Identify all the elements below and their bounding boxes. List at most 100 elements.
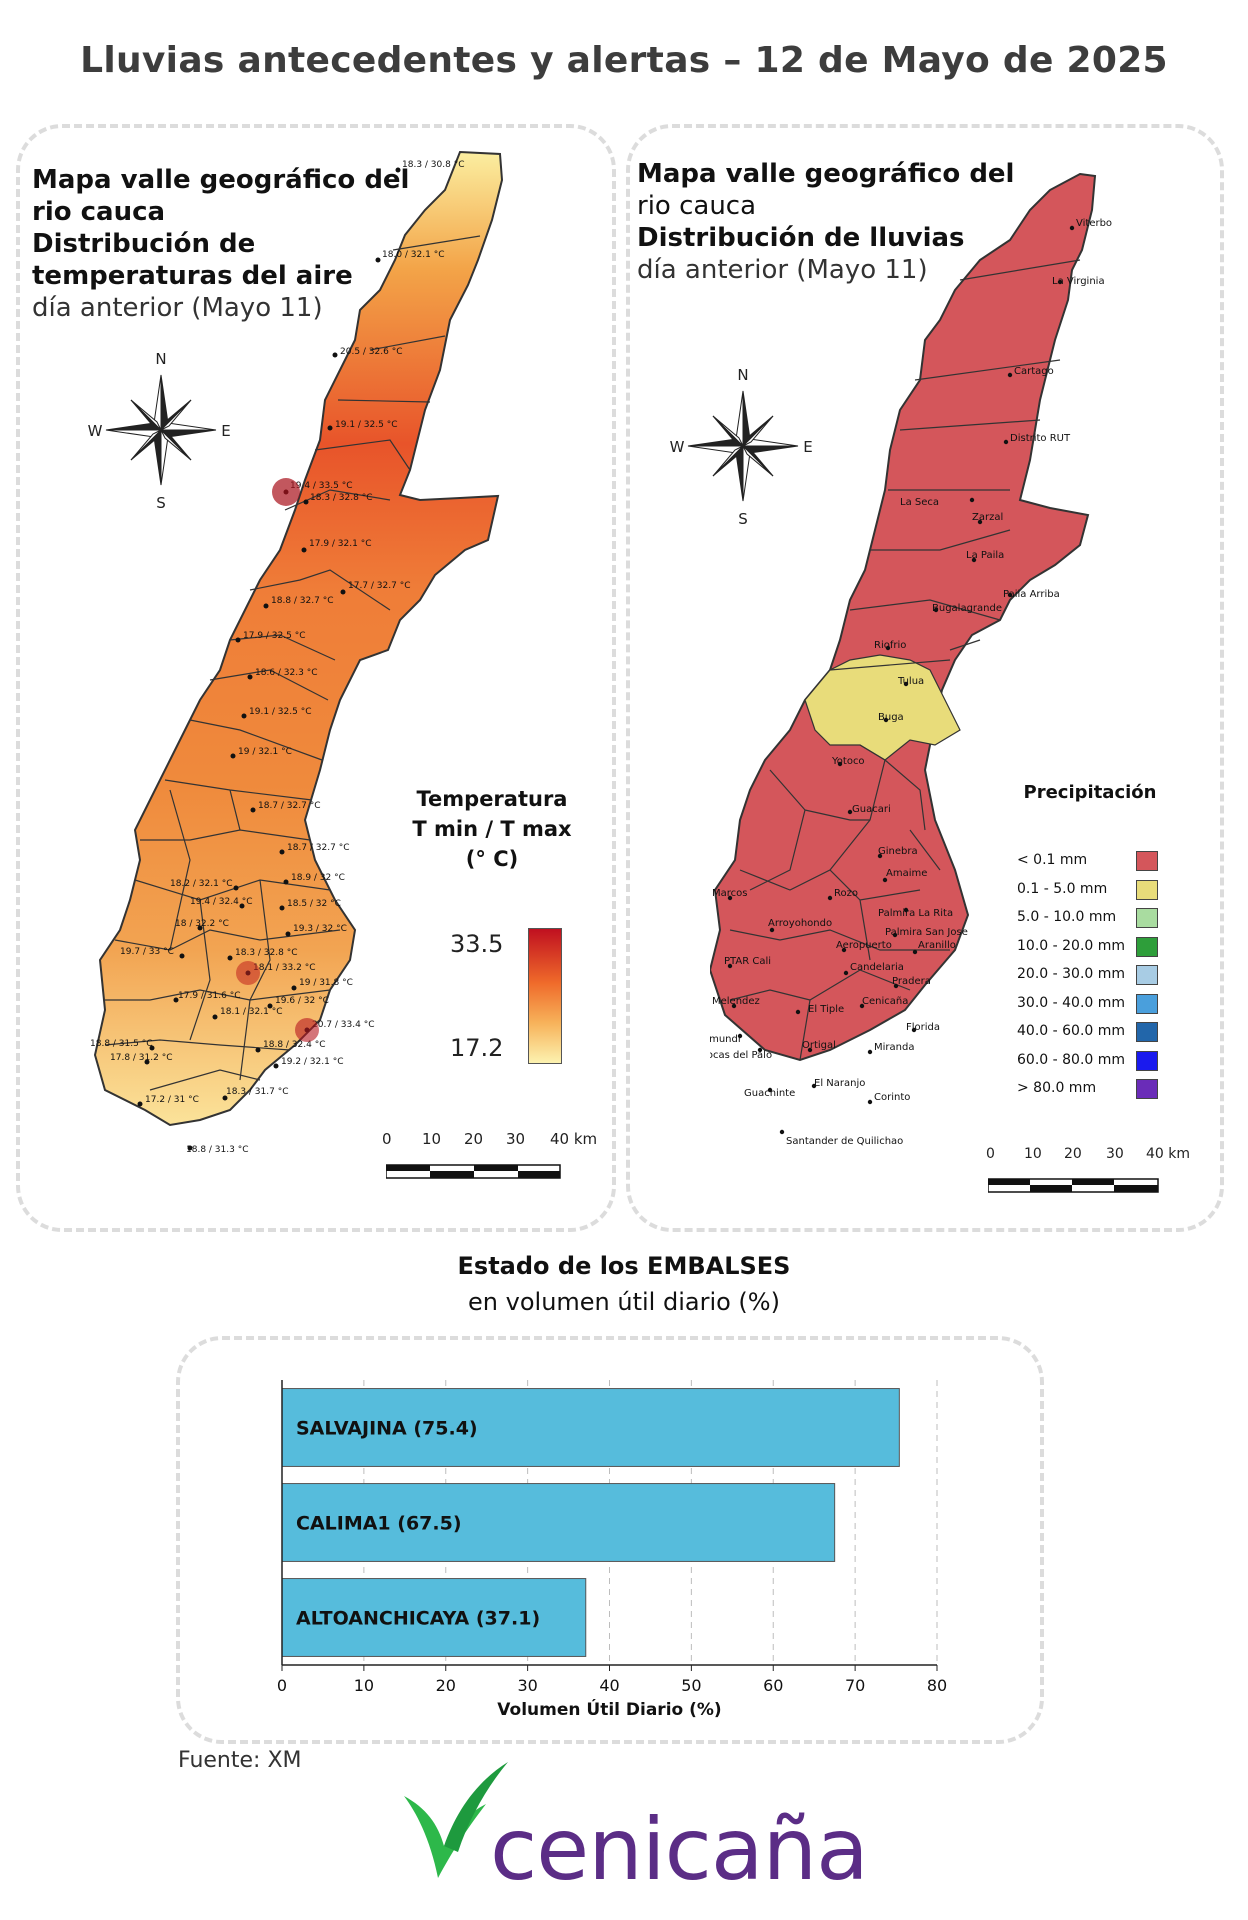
svg-text:Paila Arriba: Paila Arriba: [1003, 589, 1060, 600]
svg-text:17.7 / 32.7 °C: 17.7 / 32.7 °C: [348, 581, 410, 591]
rain-subtitle: día anterior (Mayo 11): [637, 255, 928, 285]
rain-title-line2: rio cauca: [637, 191, 757, 221]
svg-text:S: S: [738, 510, 748, 526]
svg-text:Cartago: Cartago: [1014, 366, 1054, 377]
svg-text:19.2 / 32.1 °C: 19.2 / 32.1 °C: [281, 1057, 343, 1067]
svg-text:Corinto: Corinto: [874, 1092, 910, 1103]
chart-tick-label: 80: [927, 1676, 947, 1695]
svg-text:18.8 / 32.7 °C: 18.8 / 32.7 °C: [271, 596, 333, 606]
svg-text:18.3 / 32.8 °C: 18.3 / 32.8 °C: [310, 493, 372, 503]
svg-text:18.8 / 31.5 °C: 18.8 / 31.5 °C: [90, 1039, 152, 1049]
svg-text:19.6 / 32 °C: 19.6 / 32 °C: [275, 996, 329, 1006]
chart-tick-label: 20: [436, 1676, 456, 1695]
precipitation-legend-swatch: [1136, 993, 1158, 1014]
svg-text:Jamundi: Jamundi: [710, 1034, 741, 1045]
svg-text:20.7 / 33.4 °C: 20.7 / 33.4 °C: [312, 1020, 374, 1030]
svg-text:19.1 / 32.5 °C: 19.1 / 32.5 °C: [335, 420, 397, 430]
svg-text:18.8 / 32.4 °C: 18.8 / 32.4 °C: [263, 1040, 325, 1050]
svg-text:Palmira La Rita: Palmira La Rita: [878, 908, 953, 919]
precipitation-legend-label: > 80.0 mm: [1017, 1080, 1097, 1096]
precipitation-legend-label: 0.1 - 5.0 mm: [1017, 880, 1108, 897]
svg-text:20.5 / 32.6 °C: 20.5 / 32.6 °C: [340, 347, 402, 357]
chart-bar-label: SALVAJINA (75.4): [296, 1418, 478, 1440]
chart-bar-calima1: [281, 1483, 836, 1562]
embalses-title: Estado de los EMBALSES en volumen útil d…: [0, 1248, 1248, 1320]
temperature-map-title: Mapa valle geográfico del rio cauca Dist…: [32, 164, 409, 324]
svg-text:17.2 / 31 °C: 17.2 / 31 °C: [145, 1095, 199, 1105]
page-title: Lluvias antecedentes y alertas – 12 de M…: [80, 40, 1168, 81]
cenicana-leaf-icon: [404, 1762, 508, 1878]
precipitation-legend-swatch: [1136, 965, 1158, 985]
svg-text:El Tiple: El Tiple: [808, 1004, 844, 1015]
compass-rose-icon-rain: N S E W: [670, 366, 813, 526]
svg-text:18.1 / 32.1 °C: 18.1 / 32.1 °C: [220, 1007, 282, 1017]
svg-text:17.9 / 32.1 °C: 17.9 / 32.1 °C: [309, 539, 371, 549]
svg-text:19.7 / 33 °C: 19.7 / 33 °C: [120, 947, 174, 957]
svg-text:San Marcos: San Marcos: [710, 888, 747, 899]
svg-text:18.3 / 32.8 °C: 18.3 / 32.8 °C: [235, 948, 297, 958]
svg-text:N: N: [737, 366, 748, 384]
precipitation-legend-label: 10.0 - 20.0 mm: [1017, 937, 1126, 954]
svg-text:19 / 31.8 °C: 19 / 31.8 °C: [299, 978, 353, 988]
compass-w: W: [88, 422, 103, 440]
temperature-legend-title: Temperatura T min / T max (° C): [412, 784, 572, 874]
chart-tick-label: 0: [277, 1676, 287, 1695]
svg-text:Santander de Quilichao: Santander de Quilichao: [786, 1136, 903, 1147]
chart-tick-label: 30: [517, 1676, 537, 1695]
embalses-panel: [176, 1336, 1044, 1744]
svg-text:Ortigal: Ortigal: [802, 1040, 836, 1051]
precipitation-legend-swatch: [1136, 1079, 1158, 1099]
svg-text:18.7 / 32.7 °C: 18.7 / 32.7 °C: [287, 843, 349, 853]
svg-text:Ginebra: Ginebra: [878, 846, 918, 857]
precipitation-legend-title: Precipitación: [1023, 782, 1157, 803]
rain-scale-bar: [988, 1178, 1159, 1193]
precipitation-legend-label: < 0.1 mm: [1017, 852, 1088, 868]
svg-text:Pradera: Pradera: [892, 976, 931, 987]
chart-tick-label: 60: [763, 1676, 783, 1695]
svg-text:Bocas del Palo: Bocas del Palo: [710, 1050, 772, 1061]
temperature-map-panel: [16, 124, 616, 1232]
svg-text:Bugalagrande: Bugalagrande: [932, 603, 1002, 614]
precipitation-legend-swatch: [1136, 908, 1158, 928]
rain-title-line1: Mapa valle geográfico del: [637, 159, 1015, 189]
svg-text:Candelaria: Candelaria: [850, 962, 904, 973]
chart-tick-label: 10: [354, 1676, 374, 1695]
svg-text:19.4 / 32.4 °C: 19.4 / 32.4 °C: [190, 897, 252, 907]
rain-map-title: Mapa valle geográfico del rio cauca Dist…: [637, 158, 1014, 286]
svg-text:19.1 / 32.5 °C: 19.1 / 32.5 °C: [249, 707, 311, 717]
rain-map-panel: [626, 124, 1224, 1232]
svg-text:Cenicaña: Cenicaña: [862, 996, 908, 1007]
temp-title-line4: temperaturas del aire: [32, 261, 353, 291]
svg-text:Yotoco: Yotoco: [831, 756, 865, 767]
svg-text:Tulua: Tulua: [897, 676, 924, 687]
embalses-title-bold: Estado de los EMBALSES: [457, 1252, 791, 1280]
temp-legend-max: 33.5: [450, 930, 504, 958]
embalses-subtitle: en volumen útil diario (%): [468, 1288, 780, 1316]
temp-legend-line3: (° C): [465, 847, 519, 871]
embalses-bar-chart: SALVAJINA (75.4) CALIMA1 (67.5) ALTOANCHIC…: [277, 1380, 947, 1720]
svg-text:17.8 / 31.2 °C: 17.8 / 31.2 °C: [110, 1053, 172, 1063]
precipitation-legend-label: 20.0 - 30.0 mm: [1017, 966, 1126, 982]
precipitation-legend-label: 30.0 - 40.0 mm: [1017, 994, 1126, 1011]
svg-text:18.7 / 32.7 °C: 18.7 / 32.7 °C: [258, 801, 320, 811]
temp-title-line3: Distribución de: [32, 229, 256, 259]
svg-text:17.9 / 31.6 °C: 17.9 / 31.6 °C: [178, 991, 240, 1001]
temp-legend-line1: Temperatura: [416, 787, 568, 811]
chart-xlabel: Volumen Útil Diario (%): [497, 1698, 721, 1720]
svg-text:Palmira San Jose: Palmira San Jose: [885, 927, 968, 938]
compass-n: N: [155, 350, 166, 368]
compass-rose-icon: N S E W: [88, 350, 231, 510]
source-label: Fuente: XM: [178, 1748, 302, 1773]
chart-bar-salvajina: [281, 1388, 900, 1467]
svg-text:Buga: Buga: [878, 712, 904, 723]
svg-text:Miranda: Miranda: [874, 1042, 914, 1053]
svg-text:19 / 32.1 °C: 19 / 32.1 °C: [238, 747, 292, 757]
svg-text:La Virginia: La Virginia: [1052, 276, 1105, 287]
svg-text:18.6 / 32.3 °C: 18.6 / 32.3 °C: [255, 668, 317, 678]
svg-text:18 / 32.2 °C: 18 / 32.2 °C: [175, 919, 229, 929]
svg-text:PTAR Cali: PTAR Cali: [724, 956, 771, 967]
svg-text:Guacari: Guacari: [852, 804, 891, 815]
rain-title-line3: Distribución de lluvias: [637, 223, 965, 253]
chart-tick-label: 50: [681, 1676, 701, 1695]
svg-text:Aeropuerto: Aeropuerto: [836, 940, 892, 951]
